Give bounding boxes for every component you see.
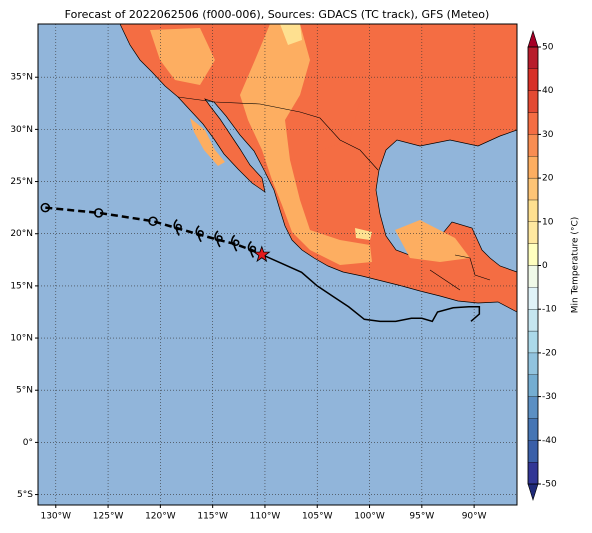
national-border	[177, 96, 491, 291]
colorbar-segment	[527, 265, 539, 288]
colorbar-tick-label: -40	[542, 436, 557, 446]
storm-symbol	[173, 218, 182, 236]
current-position	[253, 245, 271, 263]
colorbar-extend-high	[527, 29, 539, 48]
colorbar-tick-label: 20	[542, 174, 554, 184]
colorbar-tick-label: -20	[542, 348, 557, 358]
colorbar-segment	[527, 330, 539, 354]
colorbar-label: Min Temperature (°C)	[571, 217, 581, 314]
land	[119, 24, 517, 313]
land-cooler-region	[150, 24, 470, 265]
colorbar-tick-label: -30	[542, 392, 557, 402]
x-tick-label: 100°W	[354, 512, 385, 522]
tracks	[40, 202, 481, 323]
colorbar-segment	[527, 134, 539, 157]
x-tick-label: 130°W	[40, 512, 71, 522]
colorbar-segment	[527, 440, 539, 463]
y-tick-label: 25°N	[10, 177, 33, 187]
colorbar-segment	[527, 396, 539, 419]
colorbar-segment	[527, 199, 539, 222]
x-tick-label: 90°W	[462, 512, 487, 522]
x-tick-label: 120°W	[145, 512, 176, 522]
colorbar-tick-label: 0	[542, 261, 548, 271]
track-point	[148, 216, 158, 226]
colorbar-segment	[527, 156, 539, 179]
forecast-track	[45, 206, 263, 256]
colorbar-segment	[527, 352, 539, 375]
colorbar-segment	[527, 374, 539, 397]
x-tick-label: 105°W	[302, 512, 333, 522]
storm-symbol	[214, 230, 223, 248]
colorbar-segment	[527, 68, 539, 91]
colorbar-segment	[527, 243, 539, 266]
map-frame	[37, 23, 518, 506]
x-tick-label: 110°W	[250, 512, 281, 522]
storm-symbol	[230, 234, 240, 252]
y-tick-label: 20°N	[10, 229, 33, 239]
y-tick-label: 30°N	[10, 125, 33, 135]
land-warm-region	[305, 70, 360, 150]
map-title: Forecast of 2022062506 (f000-006), Sourc…	[65, 8, 490, 21]
colorbar-tick-label: 30	[542, 130, 554, 140]
observed-track	[261, 253, 481, 323]
colorbar-segment	[527, 46, 539, 70]
y-tick-label: 0°	[23, 438, 33, 448]
colorbar-segment	[527, 309, 539, 332]
storm-symbol	[247, 240, 257, 258]
y-tick-label: 10°N	[10, 334, 33, 344]
colorbar-segment	[527, 221, 539, 244]
y-tick-label: 5°S	[17, 490, 33, 500]
colorbar-tick-label: 40	[542, 86, 554, 96]
graticule	[38, 24, 517, 505]
colorbar-tick-label: -10	[542, 305, 557, 315]
y-tick-label: 15°N	[10, 281, 33, 291]
colorbar-tick-label: 10	[542, 217, 554, 227]
track-point	[40, 202, 51, 213]
colorbar-segment	[527, 90, 539, 113]
colorbar-tick-label: -50	[542, 480, 557, 490]
colorbar-tick-label: 50	[542, 43, 554, 53]
track-point	[93, 208, 104, 218]
axes: 130°W 125°W 120°W 115°W 110°W 105°W 100°W 95°W 9…	[10, 73, 486, 522]
storm-symbol	[195, 225, 204, 243]
colorbar-segment	[527, 418, 539, 441]
colorbar-segment	[527, 177, 539, 201]
x-tick-label: 115°W	[197, 512, 228, 522]
y-tick-label: 5°N	[16, 386, 33, 396]
colorbar-segment	[527, 287, 539, 310]
x-tick-label: 95°W	[409, 512, 434, 522]
colorbar-segment	[527, 461, 539, 485]
colorbar-extend-low	[527, 483, 539, 502]
colorbar: -50 -40 -30 -20 -10 0 10 20 30 40 50	[527, 29, 557, 502]
map-area	[38, 24, 517, 505]
x-tick-label: 125°W	[93, 512, 124, 522]
y-tick-label: 35°N	[10, 73, 33, 83]
colorbar-segment	[527, 112, 539, 135]
